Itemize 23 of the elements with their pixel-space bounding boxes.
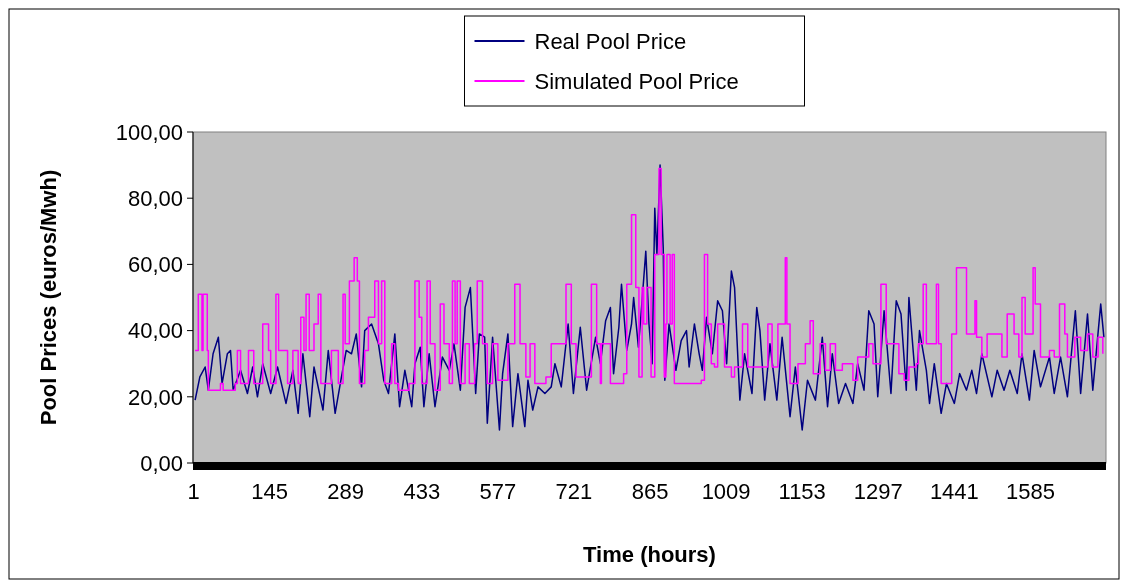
y-tick-label: 60,00 xyxy=(127,252,183,278)
x-tick-label: 1441 xyxy=(929,479,979,504)
y-axis-title: Pool Prices (euros/Mwh) xyxy=(36,169,61,426)
x-tick-label: 865 xyxy=(631,479,669,504)
line-series xyxy=(194,164,1105,431)
x-tick-label: 577 xyxy=(479,479,517,504)
y-tick-label: 40,00 xyxy=(127,318,183,344)
y-tick-label: 80,00 xyxy=(127,185,183,211)
x-tick-label: 1585 xyxy=(1005,479,1055,504)
y-tick-label: 20,00 xyxy=(127,384,183,410)
y-tick-label: 100,00 xyxy=(115,119,183,145)
x-tick-label: 289 xyxy=(327,479,365,504)
x-tick-label: 1 xyxy=(187,479,200,504)
x-axis-title: Time (hours) xyxy=(583,542,716,567)
x-tick-label: 433 xyxy=(403,479,441,504)
x-tick-label: 1297 xyxy=(853,479,903,504)
x-tick-label: 145 xyxy=(251,479,288,504)
legend-label: Real Pool Price xyxy=(534,28,687,54)
y-tick-label: 0,00 xyxy=(140,450,183,476)
x-tick-label: 1009 xyxy=(701,479,751,504)
legend-label: Simulated Pool Price xyxy=(534,68,739,94)
x-tick-label: 1153 xyxy=(778,479,826,504)
x-tick-label: 721 xyxy=(555,479,593,504)
